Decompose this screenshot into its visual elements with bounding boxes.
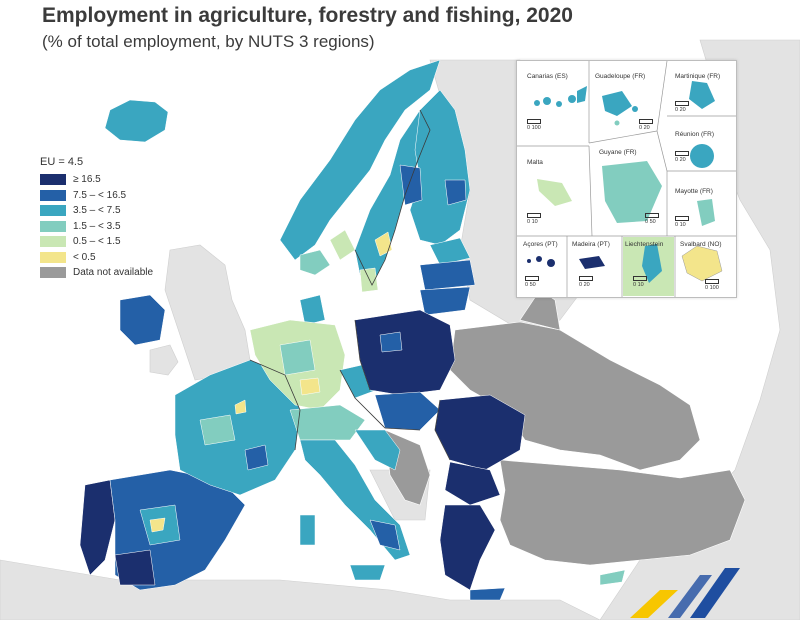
eurostat-logo (630, 568, 740, 618)
inset-label-madeira: Madeira (PT) (572, 241, 610, 248)
inset-label-canarias: Canarias (ES) (527, 73, 568, 80)
eu-regions (79, 59, 626, 601)
legend-label: 0.5 – < 1.5 (73, 236, 121, 248)
legend-swatch (40, 189, 66, 201)
legend-swatch (40, 205, 66, 217)
inset-label-svalbard: Svalbard (NO) (680, 241, 722, 248)
scale-bar-guyane: 0 50 (645, 213, 659, 225)
legend-eu-value: EU = 4.5 (40, 156, 84, 168)
legend-label: ≥ 16.5 (73, 174, 101, 186)
legend-label: 1.5 – < 3.5 (73, 220, 121, 232)
legend-label: < 0.5 (73, 251, 96, 263)
scale-bar-malta: 0 10 (527, 213, 541, 225)
data-not-available-areas (384, 289, 746, 566)
legend-item: 7.5 – < 16.5 (40, 188, 153, 204)
scale-bar-canarias: 0 100 (527, 119, 541, 131)
legend-swatch (40, 174, 66, 186)
scale-bar-madeira: 0 20 (579, 276, 593, 288)
inset-panel: Canarias (ES) Guadeloupe (FR) Martinique… (516, 60, 737, 298)
legend-swatch (40, 251, 66, 263)
inset-label-mayotte: Mayotte (FR) (675, 188, 713, 195)
legend-label: 7.5 – < 16.5 (73, 189, 127, 201)
inset-label-malta: Malta (527, 159, 543, 166)
scale-bar-acores: 0 50 (525, 276, 539, 288)
scale-bar-guadeloupe: 0 20 (639, 119, 653, 131)
scale-bar-svalbard: 0 100 (705, 279, 719, 291)
legend-swatch (40, 267, 66, 279)
inset-label-guadeloupe: Guadeloupe (FR) (595, 73, 646, 80)
inset-label-acores: Açores (PT) (523, 241, 558, 248)
inset-maps (517, 61, 736, 297)
page-subtitle: (% of total employment, by NUTS 3 region… (42, 32, 375, 51)
inset-label-guyane: Guyane (FR) (599, 149, 637, 156)
national-borders (249, 109, 451, 461)
inset-label-liechtenstein: Liechtenstein (625, 241, 664, 248)
legend-item: Data not available (40, 265, 153, 281)
legend-item: ≥ 16.5 (40, 172, 153, 188)
legend-item: 3.5 – < 7.5 (40, 203, 153, 219)
legend: EU = 4.5 ≥ 16.5 7.5 – < 16.5 3.5 – < 7.5… (40, 156, 153, 281)
legend-label: Data not available (73, 267, 154, 279)
legend-item: 1.5 – < 3.5 (40, 219, 153, 235)
scale-bar-mayotte: 0 10 (675, 216, 689, 228)
legend-label: 3.5 – < 7.5 (73, 205, 121, 217)
legend-item: 0.5 – < 1.5 (40, 234, 153, 250)
legend-item: < 0.5 (40, 250, 153, 266)
scale-bar-martinique: 0 20 (675, 101, 689, 113)
inset-label-reunion: Réunion (FR) (675, 131, 715, 138)
scale-bar-reunion: 0 20 (675, 151, 689, 163)
page-title: Employment in agriculture, forestry and … (42, 4, 573, 27)
legend-swatch (40, 220, 66, 232)
scale-bar-liechtenstein: 0 10 (633, 276, 647, 288)
legend-swatch (40, 236, 66, 248)
inset-label-martinique: Martinique (FR) (675, 73, 721, 80)
